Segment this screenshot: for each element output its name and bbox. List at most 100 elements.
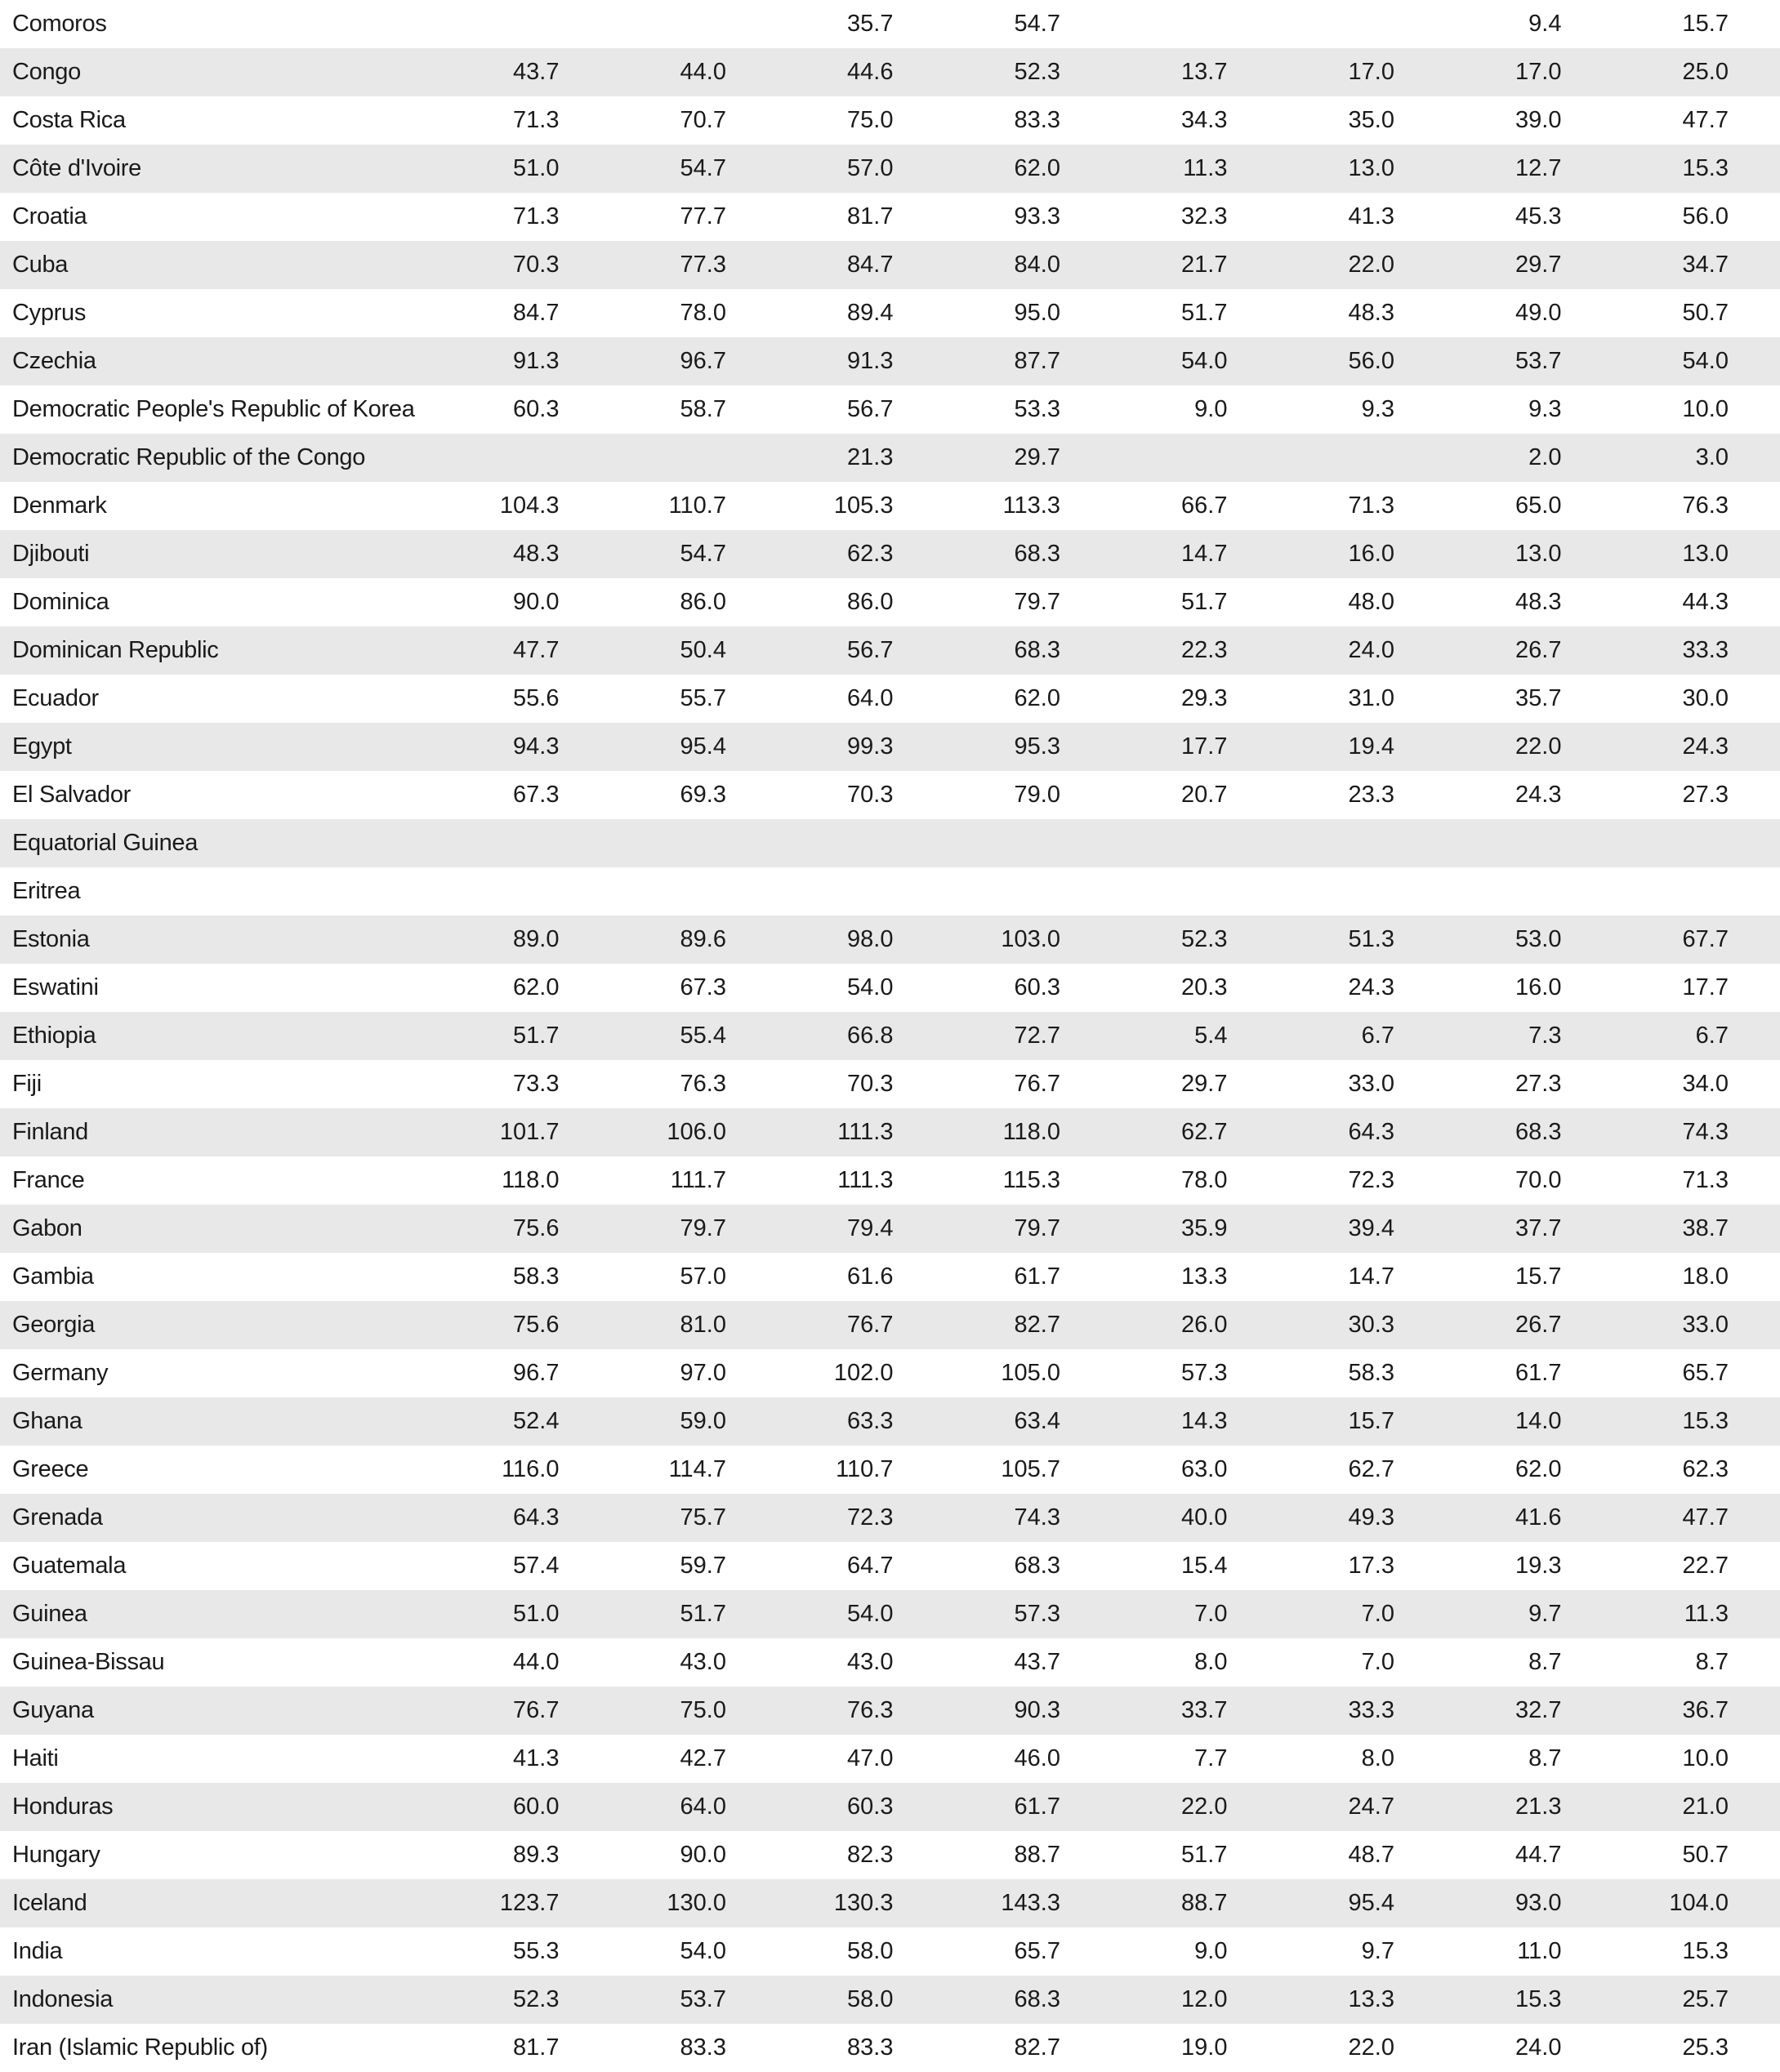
value-cell: 130.0 (667, 1890, 726, 1916)
table-row: Honduras 60.0 64.0 60.3 61.7 22.0 24.7 21.3 21.0 (0, 1783, 1780, 1831)
value-cell: 77.3 (680, 252, 726, 278)
value-cell: 54.0 (1682, 348, 1729, 374)
country-cell: Ghana (12, 1408, 83, 1434)
value-cell: 48.3 (1348, 300, 1394, 326)
value-cell: 51.0 (513, 155, 560, 181)
value-cell: 91.3 (513, 348, 560, 374)
value-cell: 58.0 (847, 1938, 894, 1964)
value-cell: 57.3 (1014, 1601, 1060, 1627)
value-cell: 96.7 (513, 1360, 560, 1386)
value-cell: 114.7 (668, 1456, 726, 1482)
value-cell: 63.0 (1181, 1456, 1228, 1482)
value-cell: 14.7 (1348, 1263, 1394, 1290)
value-cell: 68.3 (1515, 1119, 1562, 1145)
country-cell: Gambia (12, 1263, 94, 1290)
value-cell: 70.3 (847, 1071, 894, 1097)
value-cell: 84.7 (513, 300, 560, 326)
value-cell: 19.0 (1181, 2034, 1228, 2061)
country-cell: Gabon (12, 1215, 83, 1241)
value-cell: 41.6 (1515, 1504, 1562, 1531)
value-cell: 143.3 (1001, 1890, 1060, 1916)
value-cell: 86.0 (847, 589, 894, 615)
value-cell: 61.7 (1014, 1794, 1060, 1820)
value-cell: 14.0 (1515, 1408, 1562, 1434)
value-cell: 69.3 (680, 782, 726, 808)
value-cell: 49.3 (1348, 1504, 1394, 1531)
value-cell: 64.3 (1348, 1119, 1394, 1145)
value-cell: 101.7 (499, 1119, 560, 1145)
value-cell: 16.0 (1515, 974, 1562, 1000)
value-cell: 57.0 (680, 1263, 726, 1290)
value-cell: 76.7 (1014, 1071, 1060, 1097)
value-cell: 22.0 (1348, 2034, 1394, 2061)
value-cell: 94.3 (513, 733, 560, 760)
value-cell: 26.7 (1515, 637, 1562, 663)
value-cell: 68.3 (1014, 1553, 1060, 1579)
value-cell: 11.0 (1517, 1938, 1562, 1964)
value-cell: 118.0 (1002, 1119, 1060, 1145)
value-cell: 9.7 (1361, 1938, 1394, 1964)
value-cell: 13.0 (1348, 155, 1394, 181)
value-cell: 62.0 (1014, 155, 1060, 181)
value-cell: 33.3 (1682, 637, 1729, 663)
value-cell: 46.0 (1014, 1745, 1060, 1771)
country-cell: Egypt (12, 733, 72, 760)
value-cell: 71.3 (1348, 492, 1394, 519)
value-cell: 58.7 (680, 396, 726, 422)
table-row: Czechia 91.3 96.7 91.3 87.7 54.0 56.0 53.7 54.0 (0, 337, 1780, 385)
value-cell: 52.3 (1014, 59, 1060, 85)
table-row: Egypt 94.3 95.4 99.3 95.3 17.7 19.4 22.0 24.3 (0, 723, 1780, 771)
value-cell: 68.3 (1014, 541, 1060, 567)
value-cell: 51.7 (513, 1023, 560, 1049)
value-cell: 15.7 (1348, 1408, 1394, 1434)
value-cell: 15.3 (1682, 1408, 1729, 1434)
country-cell: Denmark (12, 492, 107, 519)
value-cell: 33.0 (1682, 1312, 1729, 1338)
country-cell: Guyana (12, 1697, 94, 1723)
table-row: Gabon 75.6 79.7 79.4 79.7 35.9 39.4 37.7 38.7 (0, 1205, 1780, 1253)
value-cell: 106.0 (667, 1119, 726, 1145)
value-cell: 93.3 (1014, 203, 1060, 229)
table-row: Dominica 90.0 86.0 86.0 79.7 51.7 48.0 48.3 44.3 (0, 578, 1780, 626)
country-cell: El Salvador (12, 782, 131, 808)
value-cell: 123.7 (499, 1890, 560, 1916)
value-cell: 84.0 (1014, 252, 1060, 278)
value-cell: 70.3 (847, 782, 894, 808)
value-cell: 54.7 (680, 541, 726, 567)
value-cell: 104.0 (1669, 1890, 1729, 1916)
value-cell: 33.0 (1348, 1071, 1394, 1097)
value-cell: 57.3 (1181, 1360, 1228, 1386)
value-cell: 110.7 (668, 492, 726, 519)
value-cell: 63.4 (1014, 1408, 1060, 1434)
table-row: Iceland 123.7 130.0 130.3 143.3 88.7 95.4 93.0 1… (0, 1879, 1780, 1927)
table-row: Djibouti 48.3 54.7 62.3 68.3 14.7 16.0 13.0 13.0 (0, 530, 1780, 578)
value-cell: 59.0 (680, 1408, 726, 1434)
table-row: Finland 101.7 106.0 111.3 118.0 62.7 64.3 68.3 7… (0, 1108, 1780, 1156)
value-cell: 56.0 (1348, 348, 1394, 374)
value-cell: 62.3 (1682, 1456, 1729, 1482)
value-cell: 70.3 (513, 252, 560, 278)
value-cell: 118.0 (502, 1167, 560, 1193)
value-cell: 78.0 (1181, 1167, 1228, 1193)
value-cell: 22.0 (1181, 1794, 1228, 1820)
country-cell: Côte d'Ivoire (12, 155, 141, 181)
value-cell: 21.0 (1682, 1794, 1729, 1820)
value-cell: 88.7 (1014, 1842, 1060, 1868)
value-cell: 43.7 (513, 59, 560, 85)
value-cell: 55.4 (680, 1023, 726, 1049)
value-cell: 24.3 (1682, 733, 1729, 760)
value-cell: 62.0 (1515, 1456, 1562, 1482)
table-row: Fiji 73.3 76.3 70.3 76.7 29.7 33.0 27.3 34.0 (0, 1060, 1780, 1108)
table-row: Cyprus 84.7 78.0 89.4 95.0 51.7 48.3 49.0 50.7 (0, 289, 1780, 337)
value-cell: 43.7 (1014, 1649, 1060, 1675)
value-cell: 19.4 (1348, 733, 1394, 760)
value-cell: 59.7 (680, 1553, 726, 1579)
table-row: Eritrea (0, 867, 1780, 916)
value-cell: 83.3 (680, 2034, 726, 2061)
value-cell: 51.3 (1348, 926, 1394, 952)
value-cell: 55.7 (680, 685, 726, 711)
country-cell: Iceland (12, 1890, 87, 1916)
country-cell: Honduras (12, 1794, 114, 1820)
value-cell: 61.7 (1515, 1360, 1562, 1386)
value-cell: 13.3 (1181, 1263, 1228, 1290)
